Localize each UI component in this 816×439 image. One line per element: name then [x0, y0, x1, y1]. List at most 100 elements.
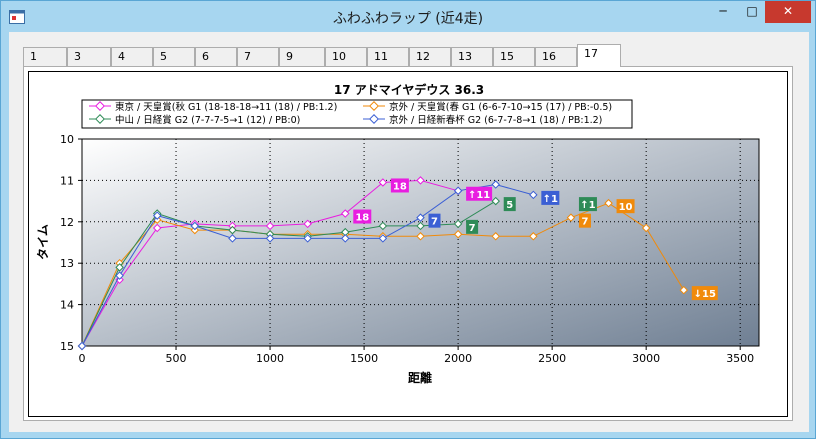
data-label: 7 — [431, 217, 438, 228]
data-point — [303, 219, 312, 229]
tab-4[interactable]: 4 — [111, 47, 153, 66]
x-tick-label: 2000 — [444, 352, 472, 365]
y-tick-label: 15 — [60, 340, 74, 353]
tab-3[interactable]: 3 — [67, 47, 111, 66]
data-point — [491, 180, 500, 189]
tab-16[interactable]: 16 — [535, 47, 577, 66]
data-point — [341, 234, 350, 243]
x-tick-label: 1500 — [350, 352, 378, 365]
data-label: ↑11 — [468, 190, 490, 201]
data-point — [453, 186, 463, 195]
data-point — [416, 176, 425, 185]
data-point — [265, 234, 275, 243]
data-label-box — [616, 199, 635, 214]
data-label: 18 — [393, 181, 407, 192]
legend-entry: 京外 / 日経新春杯 G2 (6-7-7-8→1 (18) / PB:1.2) — [389, 114, 602, 126]
app-icon — [9, 10, 25, 24]
data-point — [115, 271, 124, 280]
data-point — [566, 213, 576, 222]
data-label-box — [466, 186, 493, 201]
legend-entry: 京外 / 天皇賞(春 G1 (6-6-7-10→15 (17) / PB:-0.… — [389, 101, 612, 113]
data-point — [115, 263, 124, 272]
data-point — [378, 221, 388, 231]
data-point — [491, 196, 500, 206]
y-tick-label: 10 — [60, 133, 74, 146]
data-point — [604, 198, 613, 208]
tab-panel: 17 アドマイヤデウス 36.3 東京 / 天皇賞(秋 G1 (18-18-18… — [23, 66, 793, 421]
x-tick-label: 1000 — [256, 352, 284, 365]
plot-area — [81, 138, 760, 347]
data-point — [491, 232, 500, 241]
data-point — [416, 221, 425, 231]
tab-12[interactable]: 12 — [409, 47, 451, 66]
x-axis-label: 距離 — [408, 370, 432, 385]
legend-marker — [95, 114, 105, 124]
data-point — [303, 234, 312, 243]
data-label: ↑1 — [580, 200, 595, 211]
legend-entry: 中山 / 日経賞 G2 (7-7-7-5→1 (12) / PB:0) — [115, 114, 300, 126]
data-label: ↓15 — [694, 289, 716, 300]
data-point — [416, 213, 425, 222]
data-point — [265, 221, 275, 231]
legend-marker — [369, 101, 379, 111]
tab-9[interactable]: 9 — [279, 47, 325, 66]
tab-7[interactable]: 7 — [237, 47, 279, 66]
data-label-box — [541, 190, 560, 205]
data-label-box — [353, 209, 372, 224]
data-point — [228, 225, 237, 235]
close-button[interactable]: ✕ — [765, 1, 811, 23]
data-point — [77, 341, 87, 351]
x-tick-label: 3000 — [632, 352, 660, 365]
data-label: 18 — [355, 213, 369, 224]
legend-marker — [95, 101, 105, 111]
chart-area: 17 アドマイヤデウス 36.3 東京 / 天皇賞(秋 G1 (18-18-18… — [28, 71, 788, 417]
tab-1[interactable]: 1 — [23, 47, 67, 66]
data-point — [378, 234, 388, 243]
data-label: ↑1 — [543, 194, 558, 205]
minimize-button[interactable]: ─ — [719, 4, 727, 18]
data-label-box — [578, 197, 597, 212]
data-label-box — [578, 213, 591, 228]
x-tick-label: 500 — [166, 352, 187, 365]
series-layer — [77, 176, 689, 351]
axis-ticks: 0 500 1000 1500 2000 2500 3000 3500 10 11 12 13 14 15 — [60, 133, 754, 365]
data-point — [228, 234, 237, 243]
y-tick-label: 13 — [60, 257, 74, 270]
tab-6[interactable]: 6 — [195, 47, 237, 66]
data-point — [529, 190, 538, 200]
maximize-button[interactable]: □ — [746, 4, 758, 18]
title-bar[interactable]: ふわふわラップ (近4走) ─ □ ✕ — [1, 1, 815, 33]
client-area: 1 3 4 5 6 7 9 10 11 12 13 15 16 17 17 アドマイヤデウス 36.3 東… — [9, 32, 809, 432]
data-point — [378, 178, 388, 187]
data-point — [152, 223, 162, 233]
tab-15[interactable]: 15 — [493, 47, 535, 66]
tab-17[interactable]: 17 — [577, 44, 621, 67]
data-label: 5 — [506, 200, 513, 211]
data-point — [341, 209, 350, 218]
data-labels: 18 18 ↑11 7 10 ↓15 7 5 ↑1 7 ↑1 — [353, 178, 718, 301]
tab-13[interactable]: 13 — [451, 47, 493, 66]
legend-entry: 東京 / 天皇賞(秋 G1 (18-18-18→11 (18) / PB:1.2… — [115, 101, 337, 113]
x-tick-label: 3500 — [726, 352, 754, 365]
data-point — [341, 227, 350, 237]
data-point — [416, 232, 425, 241]
data-point — [679, 285, 689, 295]
data-point — [453, 219, 463, 229]
tab-11[interactable]: 11 — [367, 47, 409, 66]
x-tick-label: 2500 — [538, 352, 566, 365]
data-point — [529, 232, 538, 241]
data-label: 7 — [469, 223, 476, 234]
y-tick-label: 14 — [60, 299, 74, 312]
lap-chart: 17 アドマイヤデウス 36.3 東京 / 天皇賞(秋 G1 (18-18-18… — [36, 82, 760, 385]
data-point — [641, 223, 651, 233]
data-label: 7 — [581, 217, 588, 228]
data-label-box — [428, 213, 441, 228]
data-label-box — [691, 286, 718, 301]
tab-5[interactable]: 5 — [153, 47, 195, 66]
tab-10[interactable]: 10 — [325, 47, 367, 66]
data-label-box — [390, 178, 409, 193]
y-axis-label: タイム — [36, 224, 50, 260]
y-tick-label: 12 — [60, 216, 74, 229]
data-label: 10 — [619, 202, 633, 213]
